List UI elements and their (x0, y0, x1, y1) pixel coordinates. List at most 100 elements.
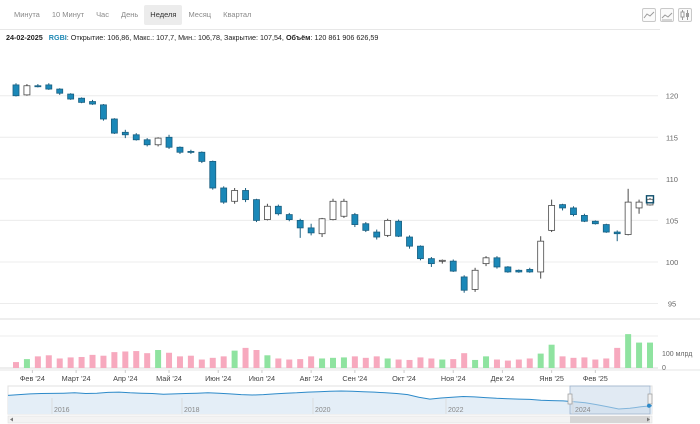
candlestick-series (12, 83, 655, 293)
tab-month[interactable]: Месяц (188, 10, 212, 19)
volume-bar (319, 358, 326, 368)
candle-down (78, 97, 85, 103)
candle-up (635, 201, 643, 209)
volume-bar (122, 351, 129, 368)
volume-bar (308, 356, 315, 368)
period-toolbar: Минута 10 Минут Час День Неделя Месяц Кв… (0, 0, 700, 30)
time-tick-label: Май '24 (156, 374, 182, 383)
navigator-scrollbar (7, 415, 653, 424)
volume-bar (253, 350, 260, 368)
volume-bar (144, 353, 151, 368)
ohlc-info-line: 24-02-2025 RGBI: Открытие: 106,86, Макс.… (6, 33, 378, 42)
info-date: 24-02-2025 (6, 33, 43, 42)
candle-down (56, 88, 64, 94)
tab-minute[interactable]: Минута (14, 10, 40, 19)
candle-down (427, 258, 435, 265)
volume-series (13, 334, 653, 368)
candle-down (198, 151, 206, 162)
candle-down (591, 220, 599, 225)
time-tick-label: Авг '24 (300, 374, 323, 383)
candle-down (460, 276, 468, 291)
time-axis: Фев '24 Март '24 Апр '24 Май '24 Июн '24 Июл … (20, 370, 608, 383)
candle-down (526, 269, 534, 273)
candlestick-chart-icon[interactable] (678, 8, 692, 22)
candle-down (274, 205, 282, 215)
volume-bar (209, 357, 216, 368)
navigator-year-label: 2018 (184, 407, 200, 414)
volume-bar (493, 359, 500, 368)
candle-up (548, 205, 556, 231)
candle-down (176, 146, 184, 153)
volume-bar (100, 355, 107, 368)
volume-bar (603, 358, 610, 368)
volume-bar (286, 359, 293, 368)
volume-bar (187, 355, 194, 368)
candle-down (406, 236, 413, 247)
tab-week[interactable]: Неделя (144, 5, 183, 25)
candle-up (154, 137, 162, 146)
price-grid (0, 95, 700, 320)
volume-bar (220, 356, 227, 368)
volume-bar (340, 357, 347, 368)
volume-bar (155, 350, 162, 368)
volume-bar (351, 356, 358, 368)
candle-down (143, 139, 151, 146)
navigator-year-label: 2020 (315, 407, 331, 414)
scroll-right-arrow-icon (647, 417, 650, 422)
volume-bar (89, 354, 96, 368)
volume-bar (362, 357, 369, 368)
candle-down (307, 227, 315, 234)
time-tick-label: Апр '24 (113, 374, 137, 383)
navigator-year-label: 2022 (448, 407, 464, 414)
tab-day[interactable]: День (120, 10, 139, 19)
volume-bar (428, 358, 435, 368)
line-chart-icon[interactable] (660, 8, 674, 22)
candle-down (220, 187, 228, 203)
candle-down (100, 104, 107, 120)
area-chart-icon[interactable] (642, 8, 656, 22)
tab-quarter[interactable]: Квартал (223, 10, 252, 19)
volume-zero-label: 0 (662, 365, 666, 372)
info-ticker[interactable]: RGBI (48, 33, 67, 42)
volume-bar (384, 358, 391, 368)
price-tick-label: 100 (666, 258, 679, 267)
volume-bar (526, 358, 533, 368)
volume-bar (67, 357, 74, 368)
candle-down (373, 231, 381, 238)
info-ohlc-values: : Открытие: 106,86, Макс.: 107,7, Мин.: … (66, 33, 286, 42)
volume-bar (439, 359, 446, 368)
info-volume-value: : 120 861 906 626,59 (310, 33, 379, 42)
volume-bar (56, 358, 63, 368)
candle-down (89, 101, 96, 105)
candle-down (285, 214, 293, 220)
volume-bar (166, 352, 173, 368)
candle-up (264, 205, 271, 220)
range-navigator[interactable]: 2016 2018 2020 2022 2024 (7, 385, 653, 424)
candle-down (504, 266, 512, 273)
volume-bar (23, 359, 30, 368)
price-chart[interactable]: 95 100 105 110 115 120 100 млрд 0 Фев '24 Март … (0, 46, 700, 424)
toolbar-divider (0, 29, 660, 30)
price-axis: 95 100 105 110 115 120 (666, 92, 679, 309)
volume-tick-label: 100 млрд (662, 351, 692, 358)
price-tick-label: 105 (666, 216, 679, 225)
volume-bar (581, 357, 588, 368)
candle-down (613, 231, 621, 235)
volume-axis: 100 млрд 0 (662, 351, 692, 372)
period-tabs: Минута 10 Минут Час День Неделя Месяц Кв… (8, 5, 257, 25)
navigator-last-dot (647, 403, 651, 408)
candle-down (242, 190, 249, 201)
tab-hour[interactable]: Час (96, 10, 109, 19)
volume-bar (406, 359, 413, 368)
volume-bar (297, 359, 304, 368)
time-tick-label: Дек '24 (491, 374, 515, 383)
volume-bar (176, 356, 183, 368)
tab-10-minutes[interactable]: 10 Минут (51, 10, 85, 19)
volume-bar (614, 347, 621, 368)
candle-up (482, 257, 490, 265)
volume-grid (0, 335, 700, 371)
time-tick-label: Янв '25 (539, 374, 564, 383)
volume-bar (34, 356, 41, 368)
candle-up (23, 85, 31, 96)
navigator-line (7, 390, 653, 410)
